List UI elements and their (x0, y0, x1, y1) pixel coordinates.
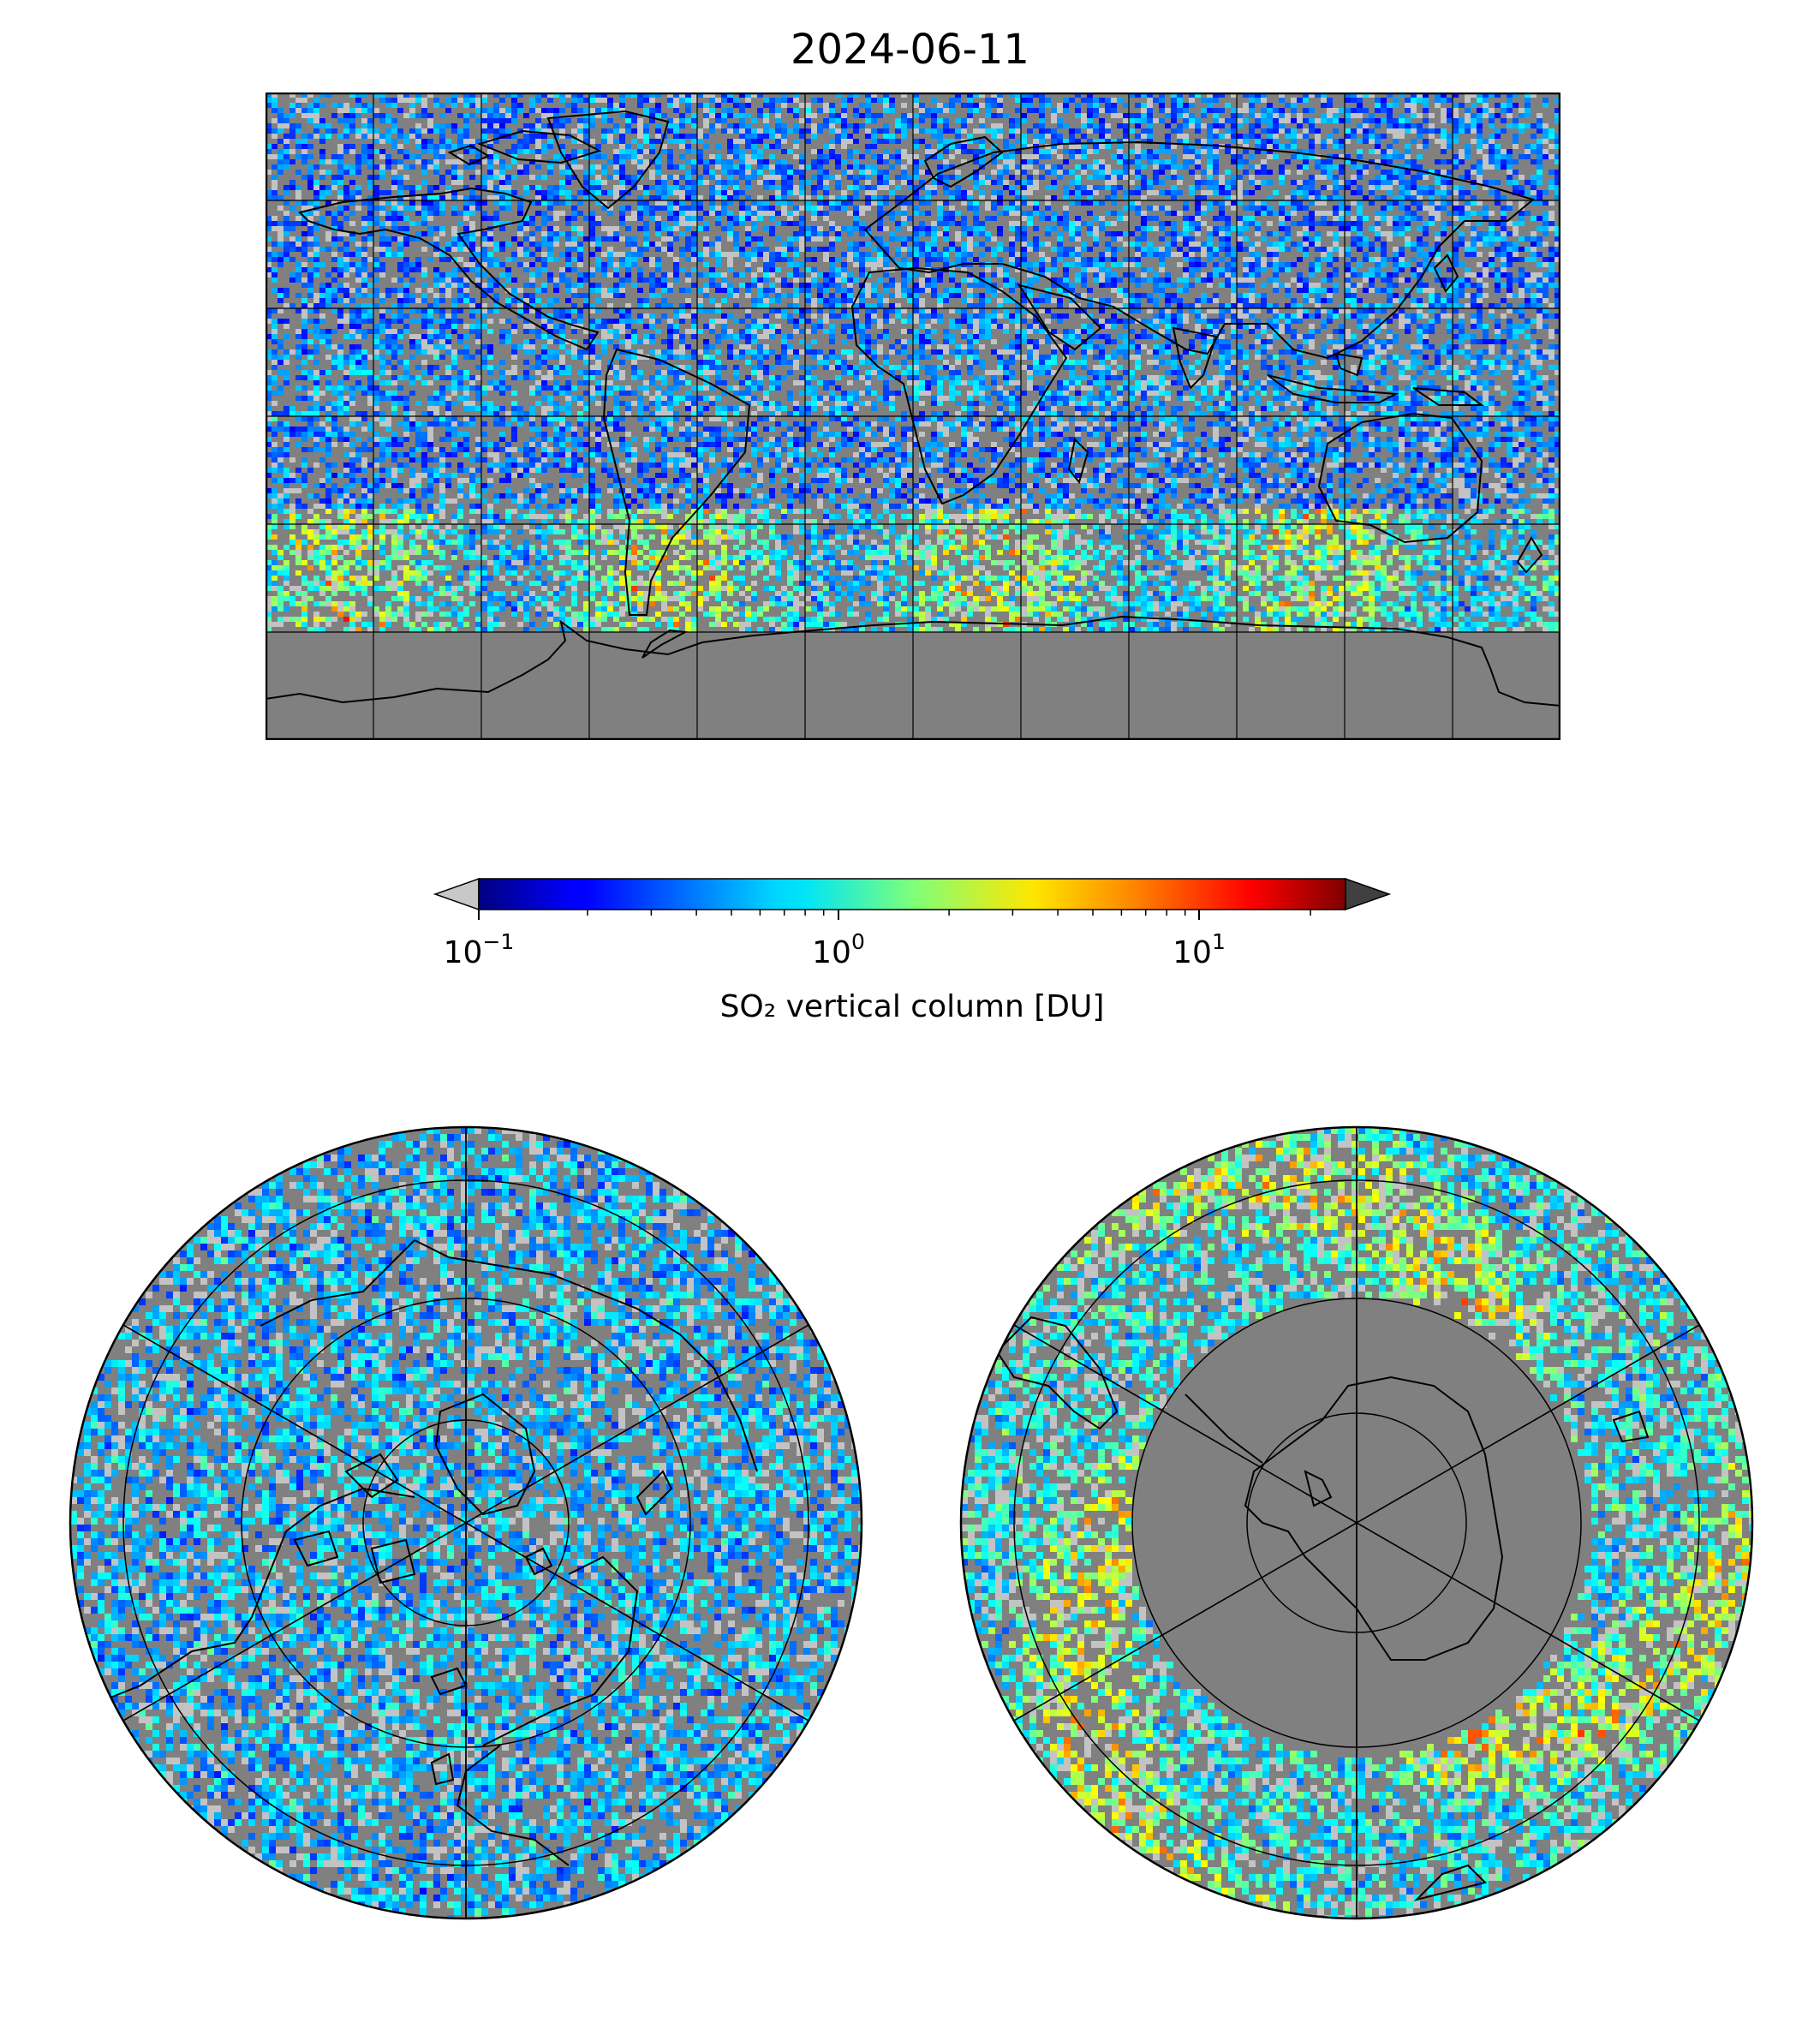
south-polar-frame (959, 1125, 1754, 1920)
south-polar-map (959, 1125, 1754, 1920)
north-polar-map (69, 1125, 863, 1920)
north-polar-frame (69, 1125, 863, 1920)
colorbar-over-extension (1345, 877, 1392, 911)
south-polar-graticule (1007, 1127, 1706, 1919)
colorbar: 10−1 100 101 SO₂ vertical column [DU] (433, 877, 1392, 1024)
colorbar-tick-label-base: 10 (1173, 935, 1212, 970)
colorbar-tick-label-exponent: −1 (482, 929, 514, 954)
figure-title: 2024-06-11 (0, 24, 1820, 75)
colorbar-gradient (479, 879, 1346, 910)
colorbar-tick-10-0: 100 (812, 910, 865, 970)
colorbar-tick-10-1: 101 (1173, 910, 1226, 970)
south-polar-so2-pixels (961, 1127, 1752, 1919)
north-polar-coastlines (97, 1239, 758, 1866)
global-coastlines (266, 110, 1560, 707)
colorbar-tick-label-exponent: 1 (1212, 929, 1226, 954)
colorbar-label: SO₂ vertical column [DU] (720, 989, 1105, 1024)
global-so2-pixels (266, 92, 1560, 632)
colorbar-minor-ticks (587, 910, 1311, 916)
colorbar-tick-label-base: 10 (444, 935, 483, 970)
north-polar-graticule (116, 1127, 815, 1919)
colorbar-outline (478, 878, 1346, 910)
global-map-frame (266, 92, 1560, 740)
colorbar-tick-label-base: 10 (812, 935, 851, 970)
global-map (266, 92, 1560, 740)
global-graticule (266, 92, 1560, 740)
colorbar-tick-label-exponent: 0 (851, 929, 865, 954)
colorbar-under-extension (433, 877, 480, 911)
colorbar-tick-10-neg1: 10−1 (444, 910, 514, 970)
south-polar-coastlines (995, 1316, 1650, 1901)
